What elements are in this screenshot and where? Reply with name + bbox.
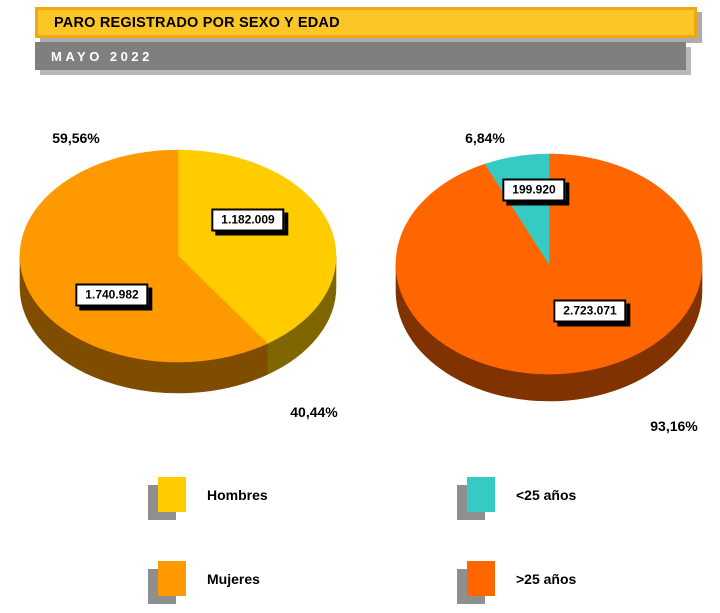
title-bar: PARO REGISTRADO POR SEXO Y EDAD	[35, 7, 697, 38]
subtitle-bar: MAYO 2022	[35, 42, 686, 70]
pct-label-mujeres: 59,56%	[52, 130, 100, 146]
value-box-menor25: 199.920	[502, 178, 566, 202]
legend-item-mayor25: >25 años	[457, 561, 627, 607]
legend-swatch-mujeres	[158, 561, 186, 596]
legend-item-hombres: Hombres	[148, 477, 318, 523]
legend-swatch-mayor25	[467, 561, 495, 596]
pct-label-menor25: 6,84%	[465, 130, 505, 146]
legend-swatch-menor25	[467, 477, 495, 512]
page-subtitle: MAYO 2022	[51, 48, 153, 64]
value-box-hombres: 1.182.009	[211, 208, 285, 232]
legend-item-mujeres: Mujeres	[148, 561, 318, 607]
pie-chart-sexo	[19, 149, 337, 394]
legend-label-hombres: Hombres	[207, 487, 268, 503]
value-box-mujeres: 1.740.982	[75, 283, 149, 307]
legend-label-menor25: <25 años	[516, 487, 577, 503]
legend-item-menor25: <25 años	[457, 477, 627, 523]
legend-label-mujeres: Mujeres	[207, 571, 260, 587]
page-title: PARO REGISTRADO POR SEXO Y EDAD	[54, 14, 340, 31]
pct-label-hombres: 40,44%	[290, 404, 338, 420]
legend-swatch-hombres	[158, 477, 186, 512]
pct-label-mayor25: 93,16%	[650, 418, 698, 434]
value-box-mayor25: 2.723.071	[553, 299, 627, 323]
legend-label-mayor25: >25 años	[516, 571, 577, 587]
